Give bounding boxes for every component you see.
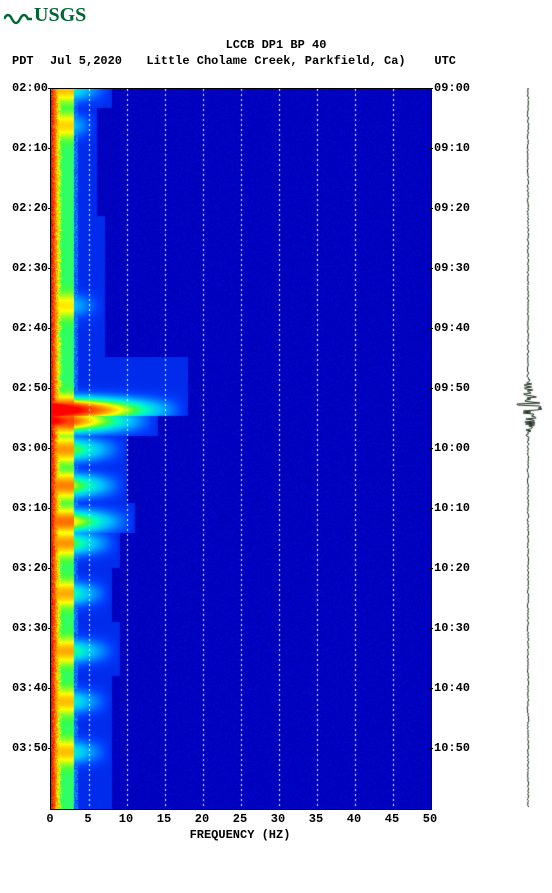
y-tick-left: 03:10 [12, 501, 48, 515]
y-tick-right: 09:50 [434, 381, 470, 395]
y-tick-left: 03:30 [12, 621, 48, 635]
x-tick: 0 [46, 812, 53, 826]
y-tick-left: 02:30 [12, 261, 48, 275]
x-axis-title: FREQUENCY (HZ) [50, 828, 430, 842]
x-tick: 45 [385, 812, 399, 826]
waveform-trace [510, 88, 546, 808]
y-tick-right: 09:10 [434, 141, 470, 155]
chart-title: LCCB DP1 BP 40 [0, 38, 552, 52]
y-tick-right: 10:50 [434, 741, 470, 755]
y-tick-right: 09:40 [434, 321, 470, 335]
y-tick-right: 10:00 [434, 441, 470, 455]
y-tick-right: 09:30 [434, 261, 470, 275]
y-tick-right: 10:10 [434, 501, 470, 515]
y-tick-left: 02:00 [12, 81, 48, 95]
y-tick-right: 10:40 [434, 681, 470, 695]
usgs-logo: USGS [4, 4, 86, 27]
y-tick-left: 03:50 [12, 741, 48, 755]
y-tick-left: 02:40 [12, 321, 48, 335]
y-tick-left: 03:00 [12, 441, 48, 455]
x-tick: 40 [347, 812, 361, 826]
usgs-wave-icon [4, 7, 32, 25]
y-axis-left: 02:0002:1002:2002:3002:4002:5003:0003:10… [12, 88, 48, 808]
x-tick: 20 [195, 812, 209, 826]
x-tick: 30 [271, 812, 285, 826]
spectrogram-heatmap [50, 88, 432, 810]
y-axis-right: 09:0009:1009:2009:3009:4009:5010:0010:10… [434, 88, 470, 808]
location-label: Little Cholame Creek, Parkfield, Ca) [0, 54, 552, 68]
x-tick: 10 [119, 812, 133, 826]
y-tick-left: 03:20 [12, 561, 48, 575]
x-tick: 15 [157, 812, 171, 826]
x-tick: 5 [84, 812, 91, 826]
y-tick-right: 09:20 [434, 201, 470, 215]
usgs-logo-text: USGS [34, 4, 86, 26]
y-tick-left: 03:40 [12, 681, 48, 695]
y-tick-right: 10:30 [434, 621, 470, 635]
x-tick: 25 [233, 812, 247, 826]
y-tick-left: 02:50 [12, 381, 48, 395]
right-timezone-label: UTC [434, 54, 456, 68]
y-tick-right: 10:20 [434, 561, 470, 575]
y-tick-right: 09:00 [434, 81, 470, 95]
y-tick-left: 02:10 [12, 141, 48, 155]
y-tick-left: 02:20 [12, 201, 48, 215]
x-tick: 35 [309, 812, 323, 826]
x-tick: 50 [423, 812, 437, 826]
